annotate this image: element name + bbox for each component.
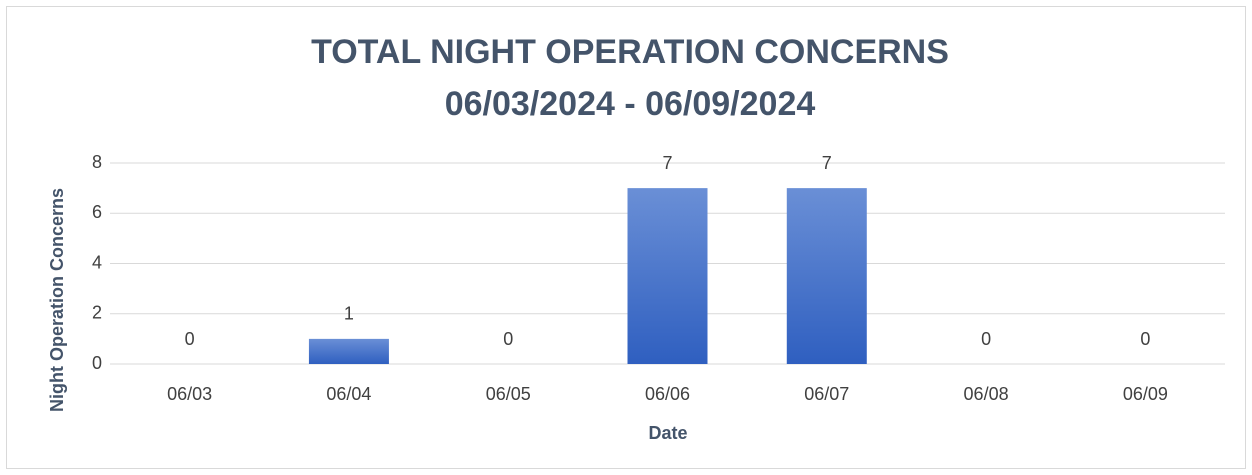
bar: [627, 188, 708, 364]
x-tick-label: 06/05: [486, 384, 531, 404]
y-tick-label: 8: [92, 152, 102, 172]
y-axis-title: Night Operation Concerns: [47, 188, 67, 412]
data-label: 7: [822, 153, 832, 173]
x-tick-label: 06/06: [645, 384, 690, 404]
data-label: 1: [344, 304, 354, 324]
y-tick-label: 4: [92, 252, 102, 272]
y-tick-label: 0: [92, 353, 102, 373]
chart-title: TOTAL NIGHT OPERATION CONCERNS: [311, 33, 949, 71]
x-tick-label: 06/07: [804, 384, 849, 404]
chart-border: [6, 6, 1246, 469]
y-tick-label: 2: [92, 303, 102, 323]
bar: [786, 188, 867, 364]
chart-subtitle: 06/03/2024 - 06/09/2024: [445, 85, 816, 123]
data-label: 0: [185, 329, 195, 349]
x-tick-label: 06/03: [167, 384, 212, 404]
data-label: 0: [1140, 329, 1150, 349]
data-label: 0: [981, 329, 991, 349]
x-tick-label: 06/09: [1123, 384, 1168, 404]
x-tick-label: 06/08: [964, 384, 1009, 404]
x-axis-title: Date: [648, 423, 687, 443]
bar: [308, 338, 389, 364]
data-label: 7: [662, 153, 672, 173]
data-label: 0: [503, 329, 513, 349]
x-tick-label: 06/04: [326, 384, 371, 404]
y-tick-label: 6: [92, 202, 102, 222]
